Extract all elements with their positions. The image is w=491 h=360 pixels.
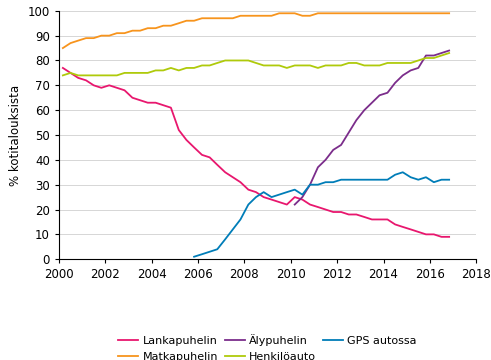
Älypuhelin xyxy=(354,118,359,122)
Lankapuhelin xyxy=(438,235,444,239)
Line: Matkapuhelin: Matkapuhelin xyxy=(63,13,449,48)
GPS autossa xyxy=(284,190,290,194)
Matkapuhelin xyxy=(60,46,66,50)
GPS autossa xyxy=(238,217,244,222)
Lankapuhelin xyxy=(315,205,321,209)
GPS autossa xyxy=(261,190,267,194)
Henkilöauto xyxy=(438,53,444,58)
GPS autossa xyxy=(191,255,197,259)
Älypuhelin xyxy=(300,195,305,199)
GPS autossa xyxy=(292,188,298,192)
Älypuhelin xyxy=(361,108,367,112)
GPS autossa xyxy=(253,195,259,199)
Älypuhelin xyxy=(408,68,413,73)
Matkapuhelin xyxy=(176,21,182,25)
Lankapuhelin xyxy=(176,128,182,132)
Line: Älypuhelin: Älypuhelin xyxy=(295,50,449,204)
GPS autossa xyxy=(246,202,251,207)
Lankapuhelin xyxy=(60,66,66,70)
GPS autossa xyxy=(423,175,429,179)
Lankapuhelin xyxy=(184,138,190,142)
Henkilöauto xyxy=(176,68,182,73)
GPS autossa xyxy=(307,183,313,187)
GPS autossa xyxy=(400,170,406,174)
Älypuhelin xyxy=(315,165,321,170)
Älypuhelin xyxy=(338,143,344,147)
Line: GPS autossa: GPS autossa xyxy=(194,172,449,257)
Älypuhelin xyxy=(377,93,382,98)
Älypuhelin xyxy=(415,66,421,70)
Älypuhelin xyxy=(400,73,406,77)
Matkapuhelin xyxy=(446,11,452,15)
GPS autossa xyxy=(438,177,444,182)
GPS autossa xyxy=(323,180,328,184)
GPS autossa xyxy=(431,180,437,184)
GPS autossa xyxy=(222,237,228,242)
Älypuhelin xyxy=(323,158,328,162)
GPS autossa xyxy=(215,247,220,251)
Älypuhelin xyxy=(346,130,352,135)
Lankapuhelin xyxy=(338,210,344,214)
Line: Lankapuhelin: Lankapuhelin xyxy=(63,68,449,237)
GPS autossa xyxy=(446,177,452,182)
GPS autossa xyxy=(338,177,344,182)
Älypuhelin xyxy=(431,53,437,58)
Matkapuhelin xyxy=(184,19,190,23)
GPS autossa xyxy=(361,177,367,182)
Älypuhelin xyxy=(384,91,390,95)
Henkilöauto xyxy=(446,51,452,55)
Matkapuhelin xyxy=(346,11,352,15)
GPS autossa xyxy=(354,177,359,182)
Y-axis label: % kotitalouksista: % kotitalouksista xyxy=(9,85,22,185)
Henkilöauto xyxy=(60,73,66,77)
Matkapuhelin xyxy=(145,26,151,30)
Henkilöauto xyxy=(315,66,321,70)
GPS autossa xyxy=(346,177,352,182)
Lankapuhelin xyxy=(446,235,452,239)
GPS autossa xyxy=(276,193,282,197)
Älypuhelin xyxy=(392,81,398,85)
GPS autossa xyxy=(230,227,236,231)
Henkilöauto xyxy=(338,63,344,68)
Älypuhelin xyxy=(369,100,375,105)
GPS autossa xyxy=(408,175,413,179)
Älypuhelin xyxy=(307,183,313,187)
GPS autossa xyxy=(207,249,213,254)
GPS autossa xyxy=(199,252,205,256)
Lankapuhelin xyxy=(431,232,437,237)
GPS autossa xyxy=(415,177,421,182)
Älypuhelin xyxy=(292,202,298,207)
GPS autossa xyxy=(269,195,274,199)
Älypuhelin xyxy=(438,51,444,55)
Line: Henkilöauto: Henkilöauto xyxy=(63,53,449,75)
Matkapuhelin xyxy=(323,11,328,15)
Älypuhelin xyxy=(446,48,452,53)
GPS autossa xyxy=(369,177,375,182)
Legend: Lankapuhelin, Matkapuhelin, Älypuhelin, Henkilöauto, GPS autossa: Lankapuhelin, Matkapuhelin, Älypuhelin, … xyxy=(118,334,417,360)
GPS autossa xyxy=(384,177,390,182)
Älypuhelin xyxy=(330,148,336,152)
GPS autossa xyxy=(315,183,321,187)
GPS autossa xyxy=(392,172,398,177)
Matkapuhelin xyxy=(276,11,282,15)
GPS autossa xyxy=(330,180,336,184)
GPS autossa xyxy=(377,177,382,182)
Henkilöauto xyxy=(145,71,151,75)
GPS autossa xyxy=(300,193,305,197)
Henkilöauto xyxy=(184,66,190,70)
Lankapuhelin xyxy=(145,100,151,105)
Älypuhelin xyxy=(423,53,429,58)
Matkapuhelin xyxy=(438,11,444,15)
